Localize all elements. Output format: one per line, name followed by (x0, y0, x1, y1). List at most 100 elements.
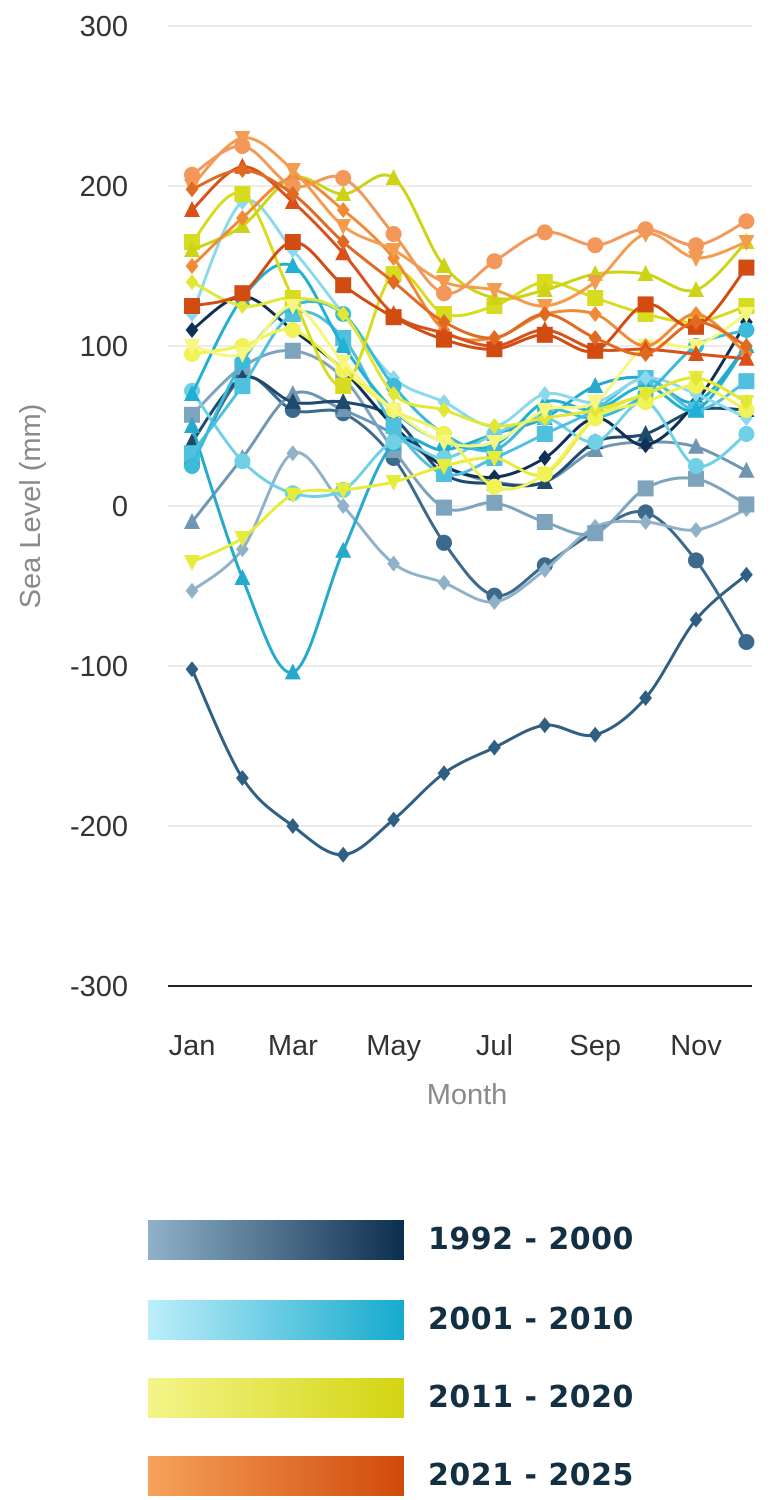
data-point (385, 243, 402, 259)
data-point (486, 494, 503, 511)
data-point (588, 330, 602, 346)
data-point (336, 306, 350, 322)
data-point (486, 435, 503, 451)
legend-label-1: 1992 - 2000 (428, 1222, 634, 1257)
data-point (284, 322, 301, 338)
data-point (284, 299, 301, 315)
legend-swatch-2 (148, 1300, 404, 1340)
data-point (284, 487, 301, 504)
data-point (486, 341, 503, 358)
y-tick-label: 200 (80, 171, 128, 203)
legend-label-2: 2001 - 2010 (428, 1302, 634, 1337)
legend-label-4: 2021 - 2025 (428, 1458, 634, 1493)
legend-item-1: 1992 - 2000 (148, 1220, 668, 1264)
data-point (436, 285, 452, 302)
data-point (738, 426, 755, 442)
data-point (538, 306, 552, 322)
data-point (688, 552, 704, 569)
x-tick-label: Sep (569, 1030, 621, 1062)
data-point (236, 541, 249, 558)
data-point (385, 475, 402, 491)
data-point (436, 534, 452, 551)
x-tick-label: Jan (169, 1030, 216, 1062)
data-point (436, 435, 452, 451)
data-point (740, 566, 753, 583)
data-point (234, 569, 251, 585)
data-point (639, 346, 652, 362)
data-point (536, 514, 553, 530)
data-point (436, 257, 452, 273)
data-point (286, 186, 300, 202)
data-point (185, 661, 199, 678)
series-line (190, 375, 748, 644)
data-point (486, 451, 503, 467)
data-point (486, 253, 503, 270)
series-line (190, 389, 748, 499)
data-point (184, 339, 200, 355)
data-point (284, 257, 301, 273)
data-point (738, 259, 755, 276)
series-25 (185, 162, 753, 362)
series-lines (184, 131, 755, 863)
data-point (234, 285, 251, 302)
data-point (740, 394, 753, 410)
legend-label-3: 2011 - 2020 (428, 1380, 634, 1415)
data-point (236, 210, 249, 226)
data-point (588, 306, 602, 322)
data-point (637, 265, 654, 281)
data-point (536, 326, 553, 343)
data-point (436, 499, 452, 516)
data-point (385, 403, 402, 419)
data-point (536, 224, 553, 241)
data-point (738, 213, 755, 230)
data-point (637, 480, 654, 497)
data-point (437, 574, 451, 591)
data-point (587, 395, 604, 411)
legend-swatch-3 (148, 1378, 404, 1418)
data-point (236, 162, 249, 178)
data-point (538, 562, 552, 578)
data-point (184, 241, 200, 257)
legend-item-4: 2021 - 2025 (148, 1456, 668, 1500)
data-point (234, 378, 251, 394)
data-point (385, 418, 402, 434)
data-point (536, 281, 553, 297)
x-tick-label: Jul (476, 1030, 513, 1062)
data-point (286, 445, 300, 462)
data-point (738, 496, 755, 513)
data-point (284, 163, 301, 179)
legend-swatch-1 (148, 1220, 404, 1260)
data-point (234, 138, 251, 154)
data-point (385, 309, 402, 326)
data-point (689, 314, 703, 330)
data-point (387, 555, 400, 572)
data-point (436, 275, 452, 291)
data-point (587, 290, 604, 306)
data-point (639, 690, 652, 706)
data-point (486, 283, 503, 299)
series-line (190, 390, 748, 524)
data-point (738, 235, 755, 251)
data-point (336, 846, 350, 863)
data-point (284, 342, 301, 359)
data-point (639, 437, 652, 454)
data-point (387, 274, 400, 290)
data-point (538, 717, 552, 734)
data-point (738, 373, 755, 390)
y-tick-label: -100 (70, 651, 128, 683)
data-point (536, 403, 553, 419)
data-point (184, 385, 200, 401)
data-point (639, 370, 652, 386)
data-point (335, 219, 352, 235)
series-1 (185, 566, 753, 863)
y-axis-title: Sea Level (mm) (15, 404, 47, 609)
data-point (284, 234, 301, 250)
data-point (689, 522, 703, 538)
data-point (336, 498, 350, 514)
data-point (184, 166, 200, 183)
data-point (436, 331, 452, 348)
data-point (184, 201, 200, 217)
series-2 (184, 370, 755, 650)
data-point (637, 296, 654, 313)
data-point (436, 459, 452, 475)
